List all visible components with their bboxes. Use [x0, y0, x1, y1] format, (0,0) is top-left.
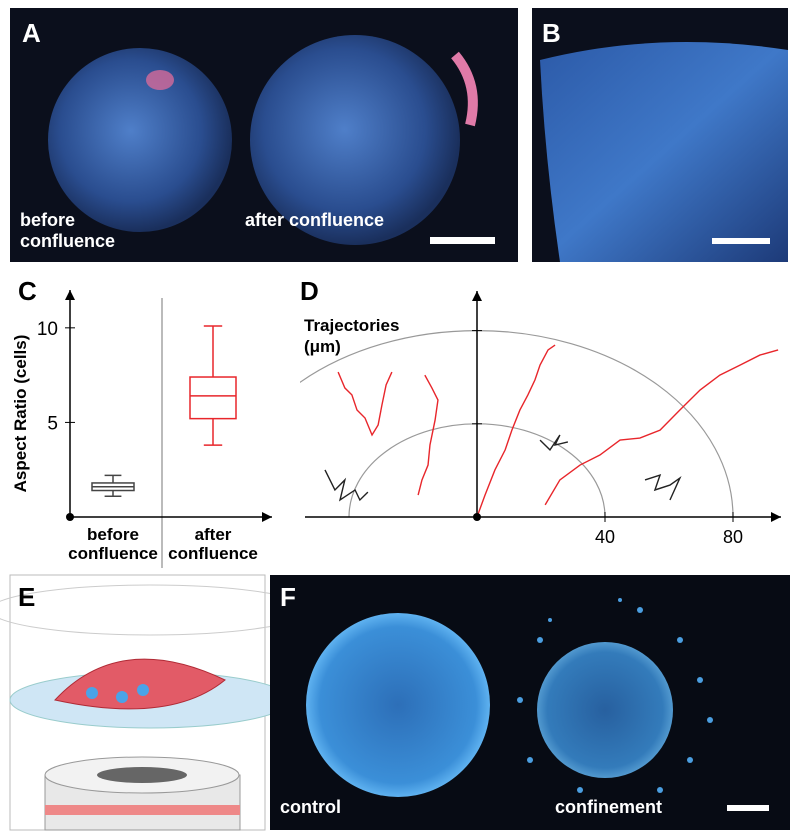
x-tick-label: 80	[723, 527, 743, 547]
spheroid	[306, 613, 490, 797]
gel-dome	[54, 658, 226, 710]
caption: after confluence	[245, 210, 385, 230]
tissue	[540, 42, 788, 262]
caption: before confluence	[20, 210, 116, 251]
origin	[473, 513, 481, 521]
panel-label: B	[542, 18, 561, 48]
arrow	[262, 512, 272, 522]
trajectory	[539, 434, 569, 451]
arrow	[771, 512, 781, 522]
caption: confinement	[555, 797, 663, 817]
trajectory	[417, 374, 439, 496]
spheroid	[537, 642, 673, 778]
chart-title: Trajectories (μm)	[304, 316, 400, 356]
trajectory	[544, 349, 779, 506]
panel-label: D	[300, 276, 319, 306]
y-tick-label: 10	[37, 319, 58, 340]
arrow	[472, 290, 482, 301]
x-tick-label: before confluence	[68, 525, 158, 563]
panel-label: C	[18, 276, 37, 306]
panel-label: A	[22, 18, 41, 48]
stain	[146, 70, 174, 90]
objective-band	[45, 805, 240, 815]
spheroid	[48, 48, 232, 232]
panel-label: E	[18, 582, 35, 612]
y-axis-label: Aspect Ratio (cells)	[11, 335, 30, 493]
trajectory	[644, 473, 682, 501]
x-tick-label: after confluence	[168, 525, 258, 563]
arrow	[65, 290, 75, 300]
trajectory	[337, 371, 393, 437]
caption: control	[280, 797, 341, 817]
stain	[451, 51, 478, 127]
trajectory	[324, 469, 369, 502]
box	[189, 376, 237, 420]
x-tick-label: 40	[595, 527, 615, 547]
spheroid	[250, 35, 460, 245]
scale-bar	[712, 238, 770, 244]
origin	[66, 513, 74, 521]
cell	[86, 687, 98, 699]
objective-lens	[97, 767, 187, 783]
panel-label: F	[280, 582, 296, 612]
y-tick-label: 5	[47, 413, 58, 434]
scale-bar	[430, 237, 495, 244]
scale-bar	[727, 805, 769, 811]
migrating-cells	[517, 598, 713, 793]
cell	[116, 691, 128, 703]
cell	[137, 684, 149, 696]
trajectory	[476, 344, 556, 518]
